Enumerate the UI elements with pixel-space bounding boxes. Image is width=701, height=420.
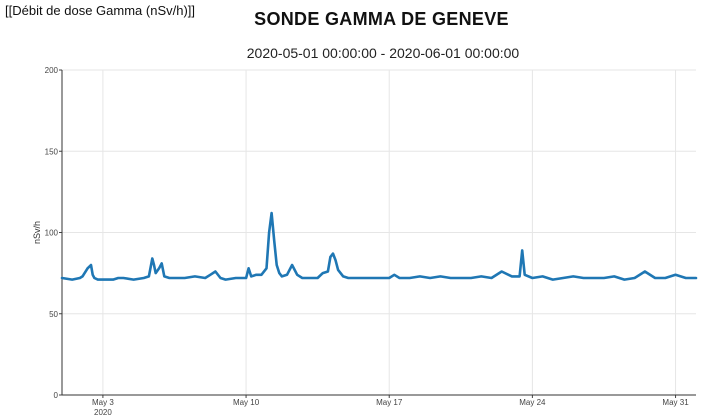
y-tick-label: 200 — [45, 66, 59, 75]
x-tick-sublabel: 2020 — [94, 408, 112, 417]
chart-header-label: [[Débit de dose Gamma (nSv/h)]] — [5, 3, 196, 18]
chart-series — [60, 211, 698, 281]
date-range-text: 2020-05-01 00:00:00 - 2020-06-01 00:00:0… — [246, 45, 520, 61]
chart-grid — [62, 69, 696, 395]
x-tick-label: May 24 — [519, 398, 546, 407]
y-tick-label: 0 — [54, 391, 59, 400]
y-tick-label: 150 — [45, 147, 59, 156]
x-tick-label: May 10 — [233, 398, 260, 407]
page-title-text: SONDE GAMMA DE GENEVE — [254, 9, 509, 29]
x-tick-label: May 17 — [376, 398, 403, 407]
x-tick-label: May 3 — [92, 398, 114, 407]
page-title: SONDE GAMMA DE GENEVE — [0, 9, 701, 30]
x-tick-label: May 31 — [662, 398, 689, 407]
dose-rate-series-line — [60, 211, 698, 281]
date-range-subtitle: 2020-05-01 00:00:00 - 2020-06-01 00:00:0… — [0, 45, 701, 61]
y-tick-label: 100 — [45, 229, 59, 238]
y-tick-label: 50 — [49, 310, 58, 319]
y-axis-label: nSv/h — [32, 221, 42, 244]
